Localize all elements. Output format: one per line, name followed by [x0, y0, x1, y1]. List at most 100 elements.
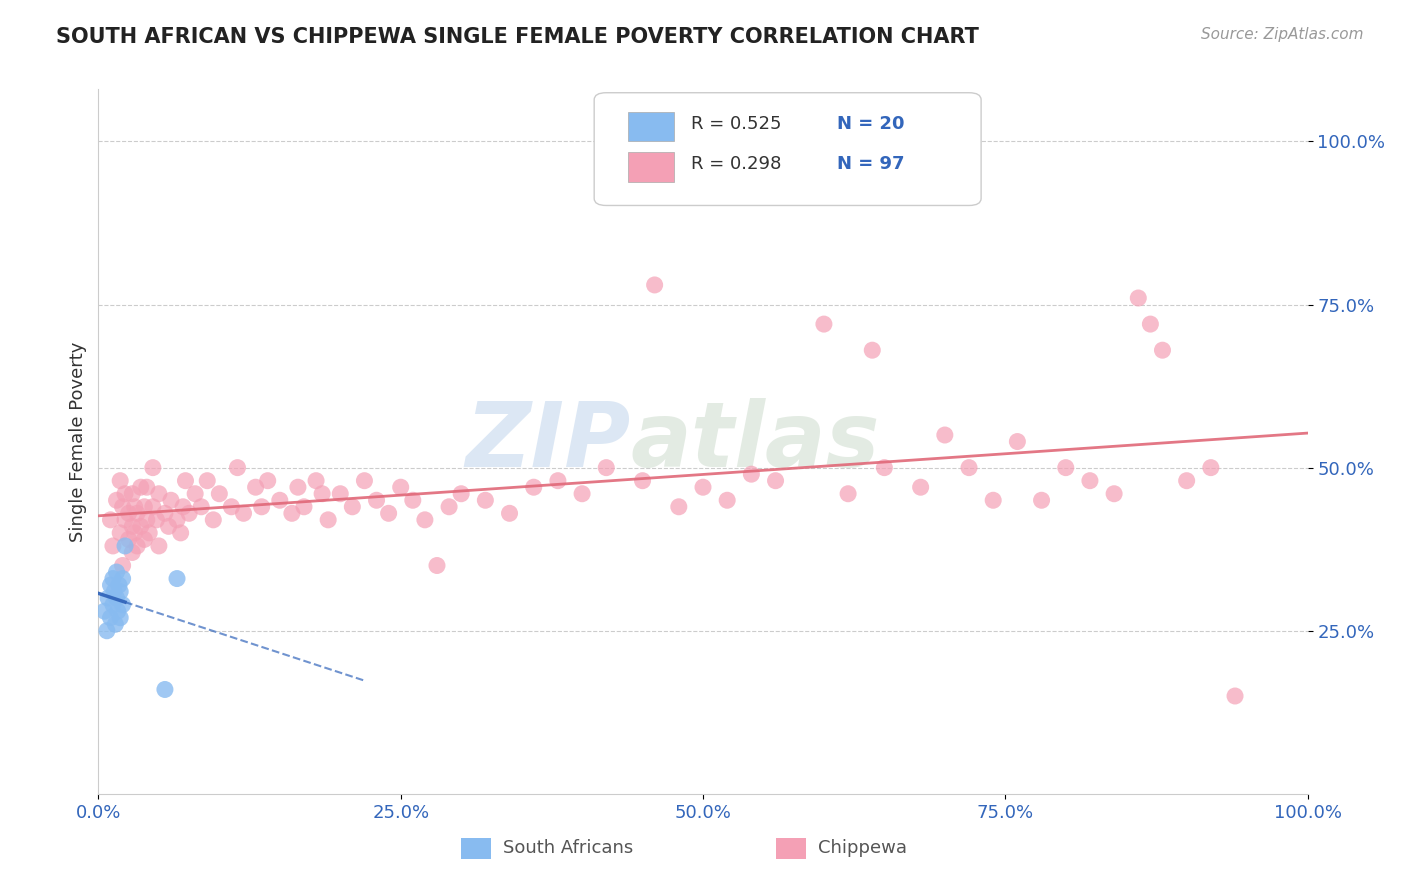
Text: R = 0.298: R = 0.298 [690, 155, 799, 173]
Point [450, 487, 472, 501]
Point [1223, 689, 1246, 703]
Point [1007, 434, 1029, 449]
Point [250, 500, 273, 514]
Point [111, 572, 134, 586]
Point [281, 506, 304, 520]
Text: N = 97: N = 97 [837, 155, 904, 173]
Point [153, 682, 176, 697]
Point [190, 500, 212, 514]
Point [311, 487, 333, 501]
Point [108, 525, 131, 540]
Point [437, 500, 460, 514]
Point [114, 513, 136, 527]
Point [111, 500, 134, 514]
Point [134, 533, 156, 547]
Point [174, 474, 197, 488]
Point [97, 591, 120, 606]
Point [96, 624, 118, 638]
Point [474, 493, 496, 508]
Point [287, 480, 309, 494]
Point [692, 480, 714, 494]
Point [353, 474, 375, 488]
Point [103, 584, 125, 599]
Point [142, 500, 165, 514]
FancyBboxPatch shape [776, 838, 806, 859]
Point [1139, 317, 1161, 331]
Text: SOUTH AFRICAN VS CHIPPEWA SINGLE FEMALE POVERTY CORRELATION CHART: SOUTH AFRICAN VS CHIPPEWA SINGLE FEMALE … [56, 27, 979, 46]
Point [101, 598, 124, 612]
Point [172, 500, 194, 514]
Point [129, 480, 152, 494]
Point [114, 539, 136, 553]
Point [124, 525, 146, 540]
Point [221, 500, 243, 514]
Point [523, 480, 546, 494]
Point [366, 493, 388, 508]
Point [118, 506, 141, 520]
Point [716, 493, 738, 508]
Point [179, 506, 201, 520]
Point [153, 506, 176, 520]
Point [108, 611, 131, 625]
Point [160, 493, 183, 508]
Point [108, 474, 131, 488]
Point [329, 487, 352, 501]
Point [498, 506, 520, 520]
Point [342, 500, 364, 514]
Point [100, 611, 122, 625]
Point [245, 480, 267, 494]
Point [668, 500, 690, 514]
Point [108, 578, 131, 592]
Point [134, 500, 156, 514]
Text: N = 20: N = 20 [837, 115, 904, 133]
Point [121, 545, 143, 559]
Point [1102, 487, 1125, 501]
Point [644, 277, 666, 292]
Point [571, 487, 593, 501]
Text: South Africans: South Africans [503, 839, 634, 857]
Point [184, 487, 207, 501]
Point [389, 480, 412, 494]
Point [208, 487, 231, 501]
Point [402, 493, 425, 508]
Point [129, 519, 152, 533]
Point [837, 487, 859, 501]
Point [100, 513, 122, 527]
Point [426, 558, 449, 573]
Point [111, 558, 134, 573]
Point [413, 513, 436, 527]
Point [105, 565, 128, 579]
Point [305, 474, 328, 488]
Point [135, 480, 157, 494]
Point [202, 513, 225, 527]
Point [101, 572, 124, 586]
Point [316, 513, 339, 527]
Point [1128, 291, 1150, 305]
Point [934, 428, 956, 442]
Point [1078, 474, 1101, 488]
Point [1031, 493, 1053, 508]
Point [108, 584, 131, 599]
Point [100, 578, 122, 592]
Point [121, 519, 143, 533]
Point [226, 460, 249, 475]
Point [107, 604, 129, 618]
Point [148, 539, 170, 553]
Point [127, 539, 149, 553]
Point [256, 474, 278, 488]
Point [104, 617, 127, 632]
Point [166, 513, 188, 527]
Y-axis label: Single Female Poverty: Single Female Poverty [69, 342, 87, 541]
Point [292, 500, 315, 514]
Point [105, 591, 128, 606]
Point [195, 474, 218, 488]
Point [547, 474, 569, 488]
Point [860, 343, 883, 358]
Point [138, 525, 160, 540]
FancyBboxPatch shape [628, 112, 673, 141]
Point [114, 487, 136, 501]
Point [269, 493, 291, 508]
Point [981, 493, 1004, 508]
Point [93, 604, 115, 618]
Point [105, 493, 128, 508]
